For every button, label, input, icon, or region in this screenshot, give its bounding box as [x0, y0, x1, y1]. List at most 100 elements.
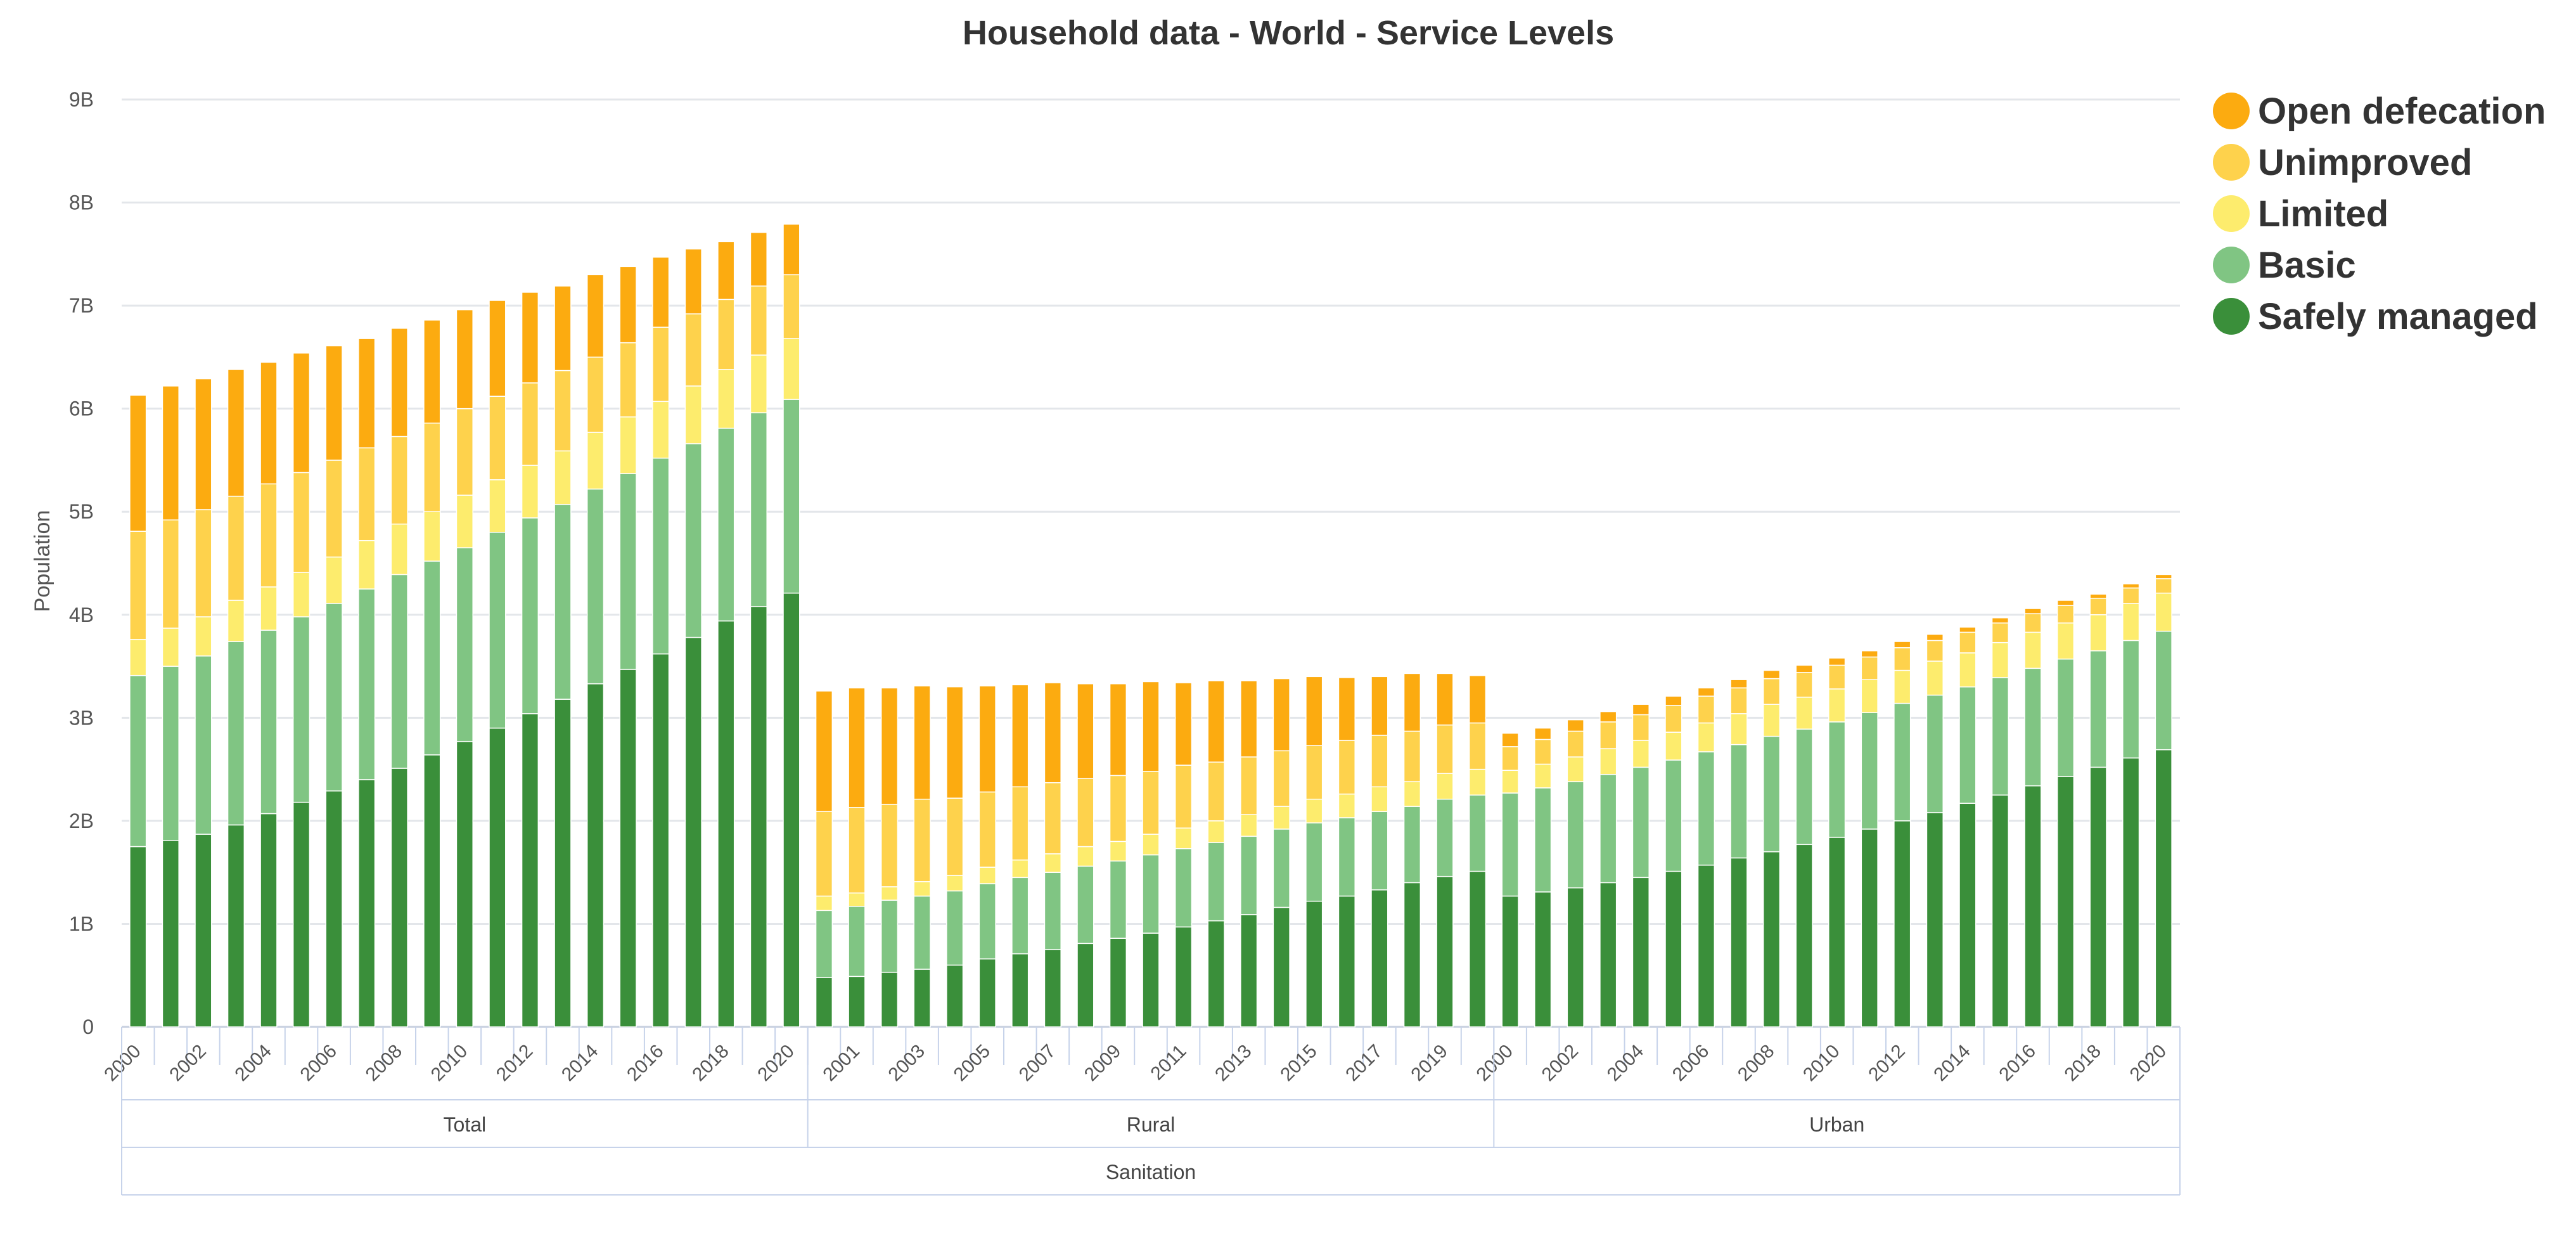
bar-segment[interactable]: [1240, 680, 1258, 758]
bar-segment[interactable]: [489, 396, 506, 480]
bar-segment[interactable]: [227, 641, 245, 826]
bar-segment[interactable]: [162, 519, 179, 629]
bar-segment[interactable]: [195, 655, 212, 835]
bar-segment[interactable]: [1730, 713, 1748, 745]
bar-segment[interactable]: [1861, 679, 1878, 713]
bar-segment[interactable]: [390, 574, 408, 769]
bar-segment[interactable]: [521, 713, 539, 1028]
bar-segment[interactable]: [1599, 773, 1617, 884]
bar-segment[interactable]: [1371, 786, 1388, 813]
bar-segment[interactable]: [292, 801, 311, 1028]
bar-segment[interactable]: [880, 972, 899, 1028]
bar-segment[interactable]: [521, 517, 539, 714]
bar-segment[interactable]: [880, 804, 899, 887]
bar-segment[interactable]: [129, 639, 147, 676]
bar-segment[interactable]: [1730, 679, 1748, 688]
bar-segment[interactable]: [619, 473, 637, 670]
bar-segment[interactable]: [1338, 677, 1355, 741]
bar-segment[interactable]: [1207, 920, 1225, 1028]
bar-segment[interactable]: [1534, 787, 1552, 893]
bar-segment[interactable]: [1174, 764, 1193, 829]
bar-segment[interactable]: [456, 547, 473, 742]
bar-segment[interactable]: [1697, 722, 1715, 752]
bar-segment[interactable]: [2122, 587, 2140, 604]
bar-segment[interactable]: [1142, 834, 1160, 856]
bar-segment[interactable]: [554, 450, 572, 505]
bar-segment[interactable]: [1861, 656, 1878, 680]
bar-segment[interactable]: [1142, 771, 1160, 835]
bar-segment[interactable]: [1044, 872, 1061, 950]
bar-segment[interactable]: [1436, 724, 1454, 774]
bar-segment[interactable]: [1894, 669, 1911, 704]
bar-segment[interactable]: [1697, 687, 1715, 697]
bar-segment[interactable]: [489, 479, 506, 533]
bar-segment[interactable]: [162, 840, 179, 1028]
bar-segment[interactable]: [1762, 735, 1781, 853]
bar-segment[interactable]: [2056, 658, 2075, 777]
bar-segment[interactable]: [586, 488, 605, 685]
bar-segment[interactable]: [1501, 792, 1519, 897]
bar-segment[interactable]: [2056, 605, 2075, 624]
bar-segment[interactable]: [619, 266, 637, 344]
bar-segment[interactable]: [1338, 895, 1355, 1028]
bar-segment[interactable]: [358, 539, 376, 590]
bar-segment[interactable]: [783, 223, 800, 276]
bar-segment[interactable]: [325, 556, 343, 604]
bar-segment[interactable]: [1599, 711, 1617, 723]
bar-segment[interactable]: [1894, 820, 1911, 1028]
bar-segment[interactable]: [848, 906, 866, 977]
bar-segment[interactable]: [521, 465, 539, 519]
bar-segment[interactable]: [227, 496, 245, 601]
bar-segment[interactable]: [1697, 865, 1715, 1028]
bar-segment[interactable]: [750, 412, 767, 607]
bar-segment[interactable]: [1665, 732, 1682, 761]
bar-segment[interactable]: [1305, 799, 1323, 823]
bar-segment[interactable]: [1011, 786, 1029, 861]
bar-segment[interactable]: [1959, 626, 1977, 633]
bar-segment[interactable]: [325, 460, 343, 558]
legend-swatch[interactable]: [2213, 298, 2250, 335]
bar-segment[interactable]: [489, 531, 506, 729]
bar-segment[interactable]: [978, 791, 996, 868]
bar-segment[interactable]: [815, 977, 833, 1028]
bar-segment[interactable]: [1044, 949, 1061, 1028]
bar-segment[interactable]: [1795, 664, 1813, 673]
bar-segment[interactable]: [423, 319, 441, 424]
legend-label[interactable]: Unimproved: [2258, 142, 2472, 183]
bar-segment[interactable]: [1272, 750, 1290, 807]
bar-segment[interactable]: [1305, 822, 1323, 902]
bar-segment[interactable]: [913, 895, 931, 970]
bar-segment[interactable]: [1730, 687, 1748, 714]
bar-segment[interactable]: [880, 886, 899, 901]
bar-segment[interactable]: [1501, 895, 1519, 1028]
bar-segment[interactable]: [456, 494, 473, 548]
bar-segment[interactable]: [1828, 837, 1846, 1028]
bar-segment[interactable]: [1632, 740, 1650, 768]
bar-segment[interactable]: [1861, 712, 1878, 830]
bar-segment[interactable]: [1534, 738, 1552, 765]
bar-segment[interactable]: [1730, 744, 1748, 859]
bar-segment[interactable]: [423, 754, 441, 1028]
bar-segment[interactable]: [358, 447, 376, 541]
bar-segment[interactable]: [717, 620, 735, 1028]
bar-segment[interactable]: [1207, 820, 1225, 843]
bar-segment[interactable]: [489, 300, 506, 397]
bar-segment[interactable]: [750, 285, 767, 356]
bar-segment[interactable]: [1795, 844, 1813, 1028]
bar-segment[interactable]: [2089, 598, 2107, 616]
bar-segment[interactable]: [554, 699, 572, 1028]
bar-segment[interactable]: [195, 378, 212, 510]
bar-segment[interactable]: [1272, 906, 1290, 1028]
bar-segment[interactable]: [1077, 943, 1094, 1028]
bar-segment[interactable]: [1959, 803, 1977, 1028]
bar-segment[interactable]: [652, 256, 670, 328]
bar-segment[interactable]: [1665, 870, 1682, 1028]
bar-segment[interactable]: [1338, 793, 1355, 818]
bar-segment[interactable]: [1338, 740, 1355, 795]
bar-segment[interactable]: [1011, 877, 1029, 955]
bar-segment[interactable]: [195, 834, 212, 1028]
bar-segment[interactable]: [586, 432, 605, 490]
bar-segment[interactable]: [1665, 705, 1682, 733]
legend-swatch[interactable]: [2213, 93, 2250, 129]
legend-label[interactable]: Safely managed: [2258, 296, 2538, 337]
